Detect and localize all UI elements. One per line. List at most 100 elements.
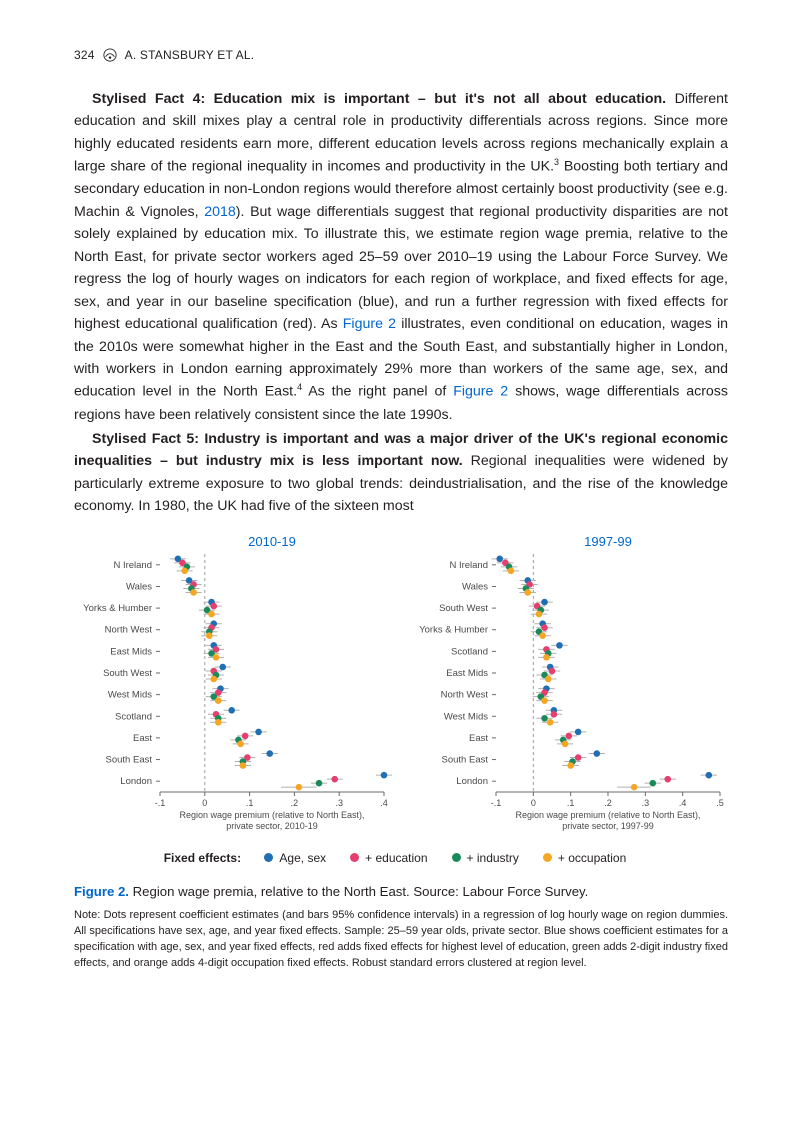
y-category-label: East Mids [446,668,488,679]
y-category-label: South West [103,668,152,679]
legend-item-education: + education [350,851,427,865]
y-category-label: Yorks & Humber [419,625,488,636]
data-point-age_sex [556,642,563,649]
figure-2-link-a[interactable]: Figure 2 [343,316,396,332]
data-point-age_sex [496,555,503,562]
x-axis-label-2: private sector, 1997-99 [562,821,654,831]
figure-legend: Fixed effects: Age, sex + education + indu… [74,851,728,866]
legend-item-occupation: + occupation [543,851,626,865]
citation-link-2018[interactable]: 2018 [204,204,236,220]
data-point-industry [316,780,323,787]
dot-plot-panel: 1997-99-.10.1.2.3.4.5Region wage premium… [410,532,728,832]
y-category-label: Wales [126,581,152,592]
y-category-label: North West [441,689,489,700]
dot-plot-panel: 2010-19-.10.1.2.3.4Region wage premium (… [74,532,392,832]
running-authors: A. STANSBURY ET AL. [125,48,255,62]
y-category-label: Yorks & Humber [83,603,152,614]
x-tick-label: 0 [531,798,536,808]
legend-swatch-icon [452,853,461,862]
y-category-label: South East [442,754,489,765]
panel-left: 2010-19-.10.1.2.3.4Region wage premium (… [74,532,392,837]
data-point-occupation [631,784,638,791]
figure-caption: Figure 2. Region wage premia, relative t… [74,883,728,901]
data-point-occupation [524,589,531,596]
data-point-occupation [543,654,550,661]
data-point-education [575,754,582,761]
legend-label: Fixed effects: [164,851,241,865]
x-tick-label: -.1 [491,798,502,808]
x-tick-label: .3 [335,798,343,808]
page-number: 324 [74,48,95,62]
page: 324 A. STANSBURY ET AL. Stylised Fact 4:… [0,0,802,1141]
data-point-education [541,624,548,631]
y-category-label: Scotland [451,646,488,657]
data-point-age_sex [228,707,235,714]
data-point-occupation [539,632,546,639]
figure-caption-label: Figure 2. [74,884,129,899]
data-point-education [549,667,556,674]
data-point-education [242,732,249,739]
data-point-occupation [208,611,215,618]
data-point-occupation [541,697,548,704]
y-category-label: N Ireland [449,560,488,571]
y-category-label: East Mids [110,646,152,657]
data-point-occupation [567,762,574,769]
stylised-fact-4-lead: Stylised Fact 4: Education mix is import… [92,91,666,107]
p1-c: ). But wage differentials suggest that r… [74,204,728,332]
data-point-education [210,603,217,610]
legend-text: + occupation [558,851,626,865]
y-category-label: N Ireland [113,560,152,571]
data-point-age_sex [266,750,273,757]
x-tick-label: .1 [567,798,575,808]
legend-text: + industry [467,851,519,865]
legend-text: Age, sex [279,851,326,865]
data-point-age_sex [575,728,582,735]
x-tick-label: .5 [716,798,724,808]
legend-swatch-icon [543,853,552,862]
x-tick-label: .4 [679,798,687,808]
x-tick-label: .3 [642,798,650,808]
p1-e: As the right panel of [302,384,453,400]
data-point-education [331,776,338,783]
y-category-label: London [456,776,488,787]
figure-panels: 2010-19-.10.1.2.3.4Region wage premium (… [74,532,728,837]
running-header: 324 A. STANSBURY ET AL. [74,48,728,62]
figure-caption-text: Region wage premia, relative to the Nort… [129,884,588,899]
y-category-label: East [133,733,152,744]
data-point-occupation [190,589,197,596]
figure-2-link-b[interactable]: Figure 2 [453,384,508,400]
y-category-label: South West [439,603,488,614]
y-category-label: West Mids [444,711,488,722]
x-axis-label: Region wage premium (relative to North E… [179,810,364,820]
figure-note: Note: Dots represent coefficient estimat… [74,908,728,972]
paragraph-fact4: Stylised Fact 4: Education mix is import… [74,88,728,426]
x-tick-label: .1 [246,798,254,808]
x-tick-label: -.1 [155,798,166,808]
x-tick-label: .2 [291,798,299,808]
data-point-occupation [508,567,515,574]
x-axis-label: Region wage premium (relative to North E… [515,810,700,820]
data-point-occupation [206,632,213,639]
data-point-education [566,732,573,739]
data-point-occupation [536,611,543,618]
data-point-occupation [545,675,552,682]
x-tick-label: .2 [604,798,612,808]
data-point-age_sex [219,663,226,670]
data-point-industry [541,715,548,722]
data-point-education [551,711,558,718]
data-point-education [664,776,671,783]
data-point-age_sex [381,772,388,779]
panel-right: 1997-99-.10.1.2.3.4.5Region wage premium… [410,532,728,837]
x-tick-label: .4 [380,798,388,808]
legend-swatch-icon [350,853,359,862]
x-axis-label-2: private sector, 2010-19 [226,821,318,831]
data-point-occupation [237,740,244,747]
y-category-label: South East [106,754,153,765]
data-point-occupation [296,784,303,791]
y-category-label: Scotland [115,711,152,722]
data-point-age_sex [541,599,548,606]
data-point-occupation [215,719,222,726]
y-category-label: London [120,776,152,787]
data-point-occupation [215,697,222,704]
data-point-occupation [547,719,554,726]
